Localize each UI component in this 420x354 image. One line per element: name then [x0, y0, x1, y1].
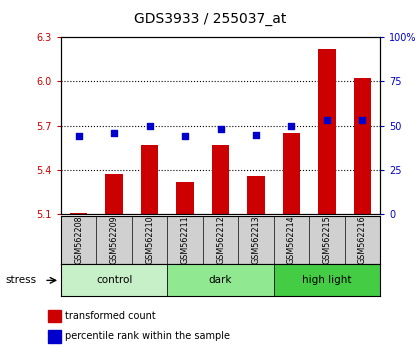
Point — [252, 132, 259, 137]
Point — [146, 123, 153, 129]
Bar — [247, 176, 265, 214]
Text: stress: stress — [5, 275, 37, 285]
Point — [111, 130, 118, 136]
Bar — [70, 213, 87, 214]
Bar — [283, 133, 300, 214]
Text: GSM562208: GSM562208 — [74, 216, 83, 264]
Text: transformed count: transformed count — [65, 311, 156, 321]
Point — [359, 118, 366, 123]
Bar — [318, 49, 336, 214]
Point — [182, 133, 189, 139]
Text: GDS3933 / 255037_at: GDS3933 / 255037_at — [134, 12, 286, 27]
Text: GSM562212: GSM562212 — [216, 216, 225, 264]
Text: GSM562215: GSM562215 — [323, 216, 331, 264]
Point — [217, 126, 224, 132]
Bar — [176, 182, 194, 214]
Text: control: control — [96, 275, 132, 285]
Bar — [354, 79, 371, 214]
Bar — [141, 145, 158, 214]
Text: GSM562216: GSM562216 — [358, 216, 367, 264]
Text: high light: high light — [302, 275, 352, 285]
Text: dark: dark — [209, 275, 232, 285]
Point — [75, 133, 82, 139]
Text: percentile rank within the sample: percentile rank within the sample — [65, 331, 230, 341]
Bar — [105, 174, 123, 214]
Text: GSM562211: GSM562211 — [181, 216, 189, 264]
Text: GSM562213: GSM562213 — [252, 216, 260, 264]
Point — [288, 123, 295, 129]
Bar — [48, 330, 61, 343]
Text: GSM562209: GSM562209 — [110, 216, 118, 264]
Bar — [48, 309, 61, 322]
Text: GSM562210: GSM562210 — [145, 216, 154, 264]
Bar — [274, 264, 380, 296]
Bar — [61, 264, 167, 296]
Bar — [167, 264, 274, 296]
Point — [323, 118, 330, 123]
Text: GSM562214: GSM562214 — [287, 216, 296, 264]
Bar — [212, 145, 229, 214]
